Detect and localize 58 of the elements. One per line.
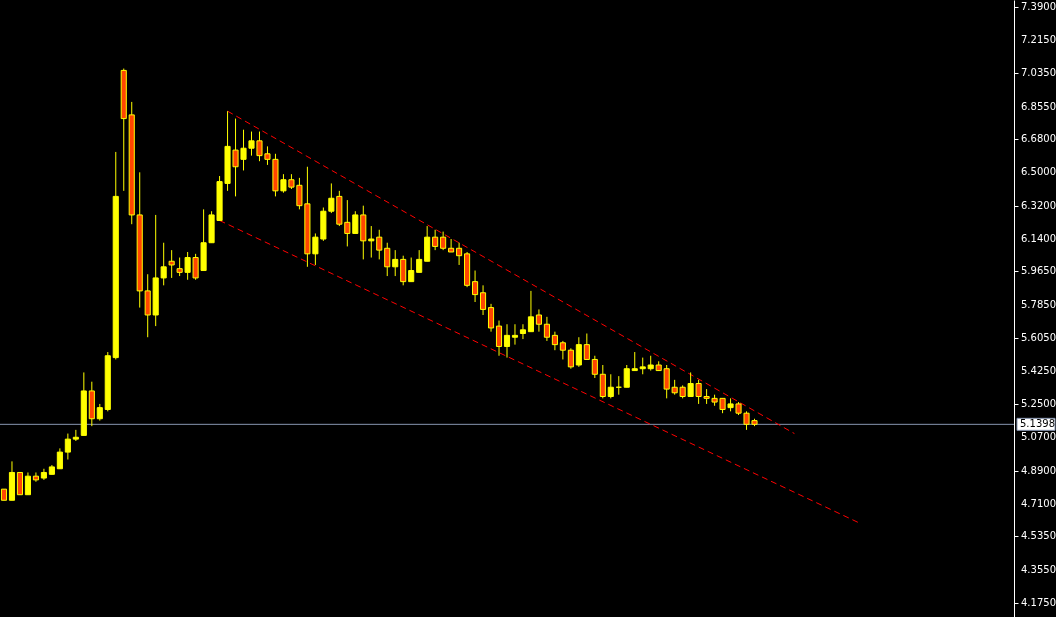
y-tick-label: 5.0700 <box>1021 431 1056 443</box>
candlestick <box>503 323 511 359</box>
y-tick-label: 5.6050 <box>1021 332 1056 344</box>
y-tick-label: 5.4250 <box>1021 365 1056 377</box>
candlestick <box>487 303 495 333</box>
y-tick-label: 7.0350 <box>1021 67 1056 79</box>
candlestick <box>400 255 407 286</box>
candlestick <box>16 471 24 496</box>
candlestick <box>440 231 447 251</box>
candlestick <box>583 333 590 360</box>
candlestick <box>408 257 415 283</box>
y-tick-label: 6.3200 <box>1021 199 1056 211</box>
candlestick <box>64 433 71 461</box>
candlestick <box>24 471 31 496</box>
y-tick-label: 4.5350 <box>1021 530 1056 542</box>
y-tick-label: 7.2150 <box>1021 33 1056 45</box>
y-tick-label: 6.6800 <box>1021 132 1056 144</box>
candlestick <box>448 238 455 253</box>
candlestick <box>456 242 463 266</box>
y-tick-label: 4.7100 <box>1021 497 1056 509</box>
y-tick-label: 6.8550 <box>1021 100 1056 112</box>
candlestick <box>72 429 79 442</box>
candlestick <box>56 447 63 470</box>
candlestick <box>392 249 399 277</box>
candlestick <box>479 284 487 316</box>
candlestick <box>527 290 535 333</box>
candlestick <box>559 340 566 360</box>
candlestick <box>607 373 614 399</box>
candlestick <box>599 364 606 399</box>
candlestick <box>432 229 439 251</box>
candlestick <box>535 308 542 333</box>
candlestick <box>495 320 503 357</box>
candlestick <box>376 229 383 260</box>
ref-line-label: 5.1398 <box>1020 418 1055 430</box>
candlestick <box>384 242 391 277</box>
candlestick <box>575 336 582 368</box>
candlestick <box>631 351 638 372</box>
candlestick <box>472 270 479 303</box>
y-tick-label: 5.2500 <box>1021 397 1056 409</box>
y-tick-label: 5.7850 <box>1021 298 1056 310</box>
candlestick <box>168 249 175 279</box>
y-tick-label: 5.9650 <box>1021 265 1056 277</box>
candlestick <box>368 225 375 259</box>
candlestick <box>519 323 527 340</box>
y-tick-label: 4.8900 <box>1021 464 1056 476</box>
candlestick <box>567 347 574 370</box>
candlestick <box>623 364 630 388</box>
candlestick <box>416 249 423 273</box>
candlestick <box>551 331 558 351</box>
y-tick-label: 7.3900 <box>1021 1 1056 13</box>
y-tick-label: 4.3550 <box>1021 563 1056 575</box>
y-tick-label: 6.1400 <box>1021 233 1056 245</box>
candlestick <box>32 471 39 483</box>
y-tick-label: 6.5000 <box>1021 166 1056 178</box>
candlestick <box>543 316 550 342</box>
y-tick-label: 4.1750 <box>1021 597 1056 609</box>
candlestick <box>591 355 598 379</box>
candlestick <box>511 323 519 346</box>
